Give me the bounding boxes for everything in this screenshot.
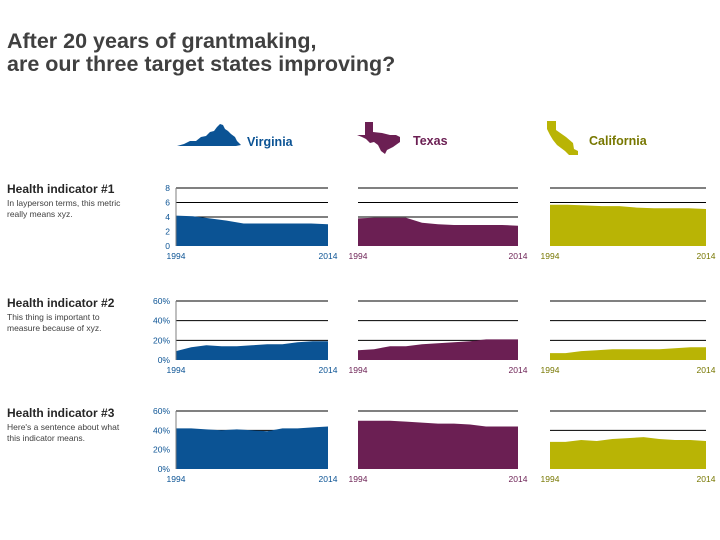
indicator-2-description: This thing is important to measure becau… (7, 312, 102, 333)
x-tick-label-end-california-row2: 2014 (697, 365, 716, 375)
area-series-virginia-row3 (176, 426, 328, 469)
x-tick-label-end-virginia-row2: 2014 (319, 365, 338, 375)
state-label-california: California (589, 134, 647, 148)
indicator-3-title: Health indicator #3 (7, 406, 115, 420)
y-tick-label-virginia-row3: 60% (153, 406, 170, 416)
y-tick-label-virginia-row3: 20% (153, 445, 170, 455)
area-series-california-row1 (550, 204, 706, 246)
x-tick-label-end-texas-row1: 2014 (509, 251, 528, 261)
indicator-1-description: In layperson terms, this metric really m… (7, 198, 121, 219)
y-tick-label-virginia-row1: 6 (165, 198, 170, 208)
area-series-texas-row2 (358, 339, 518, 360)
x-tick-label-start-california-row1: 1994 (541, 251, 560, 261)
x-tick-label-end-texas-row3: 2014 (509, 474, 528, 484)
area-series-california-row3 (550, 437, 706, 469)
indicator-3-description: Here's a sentence about what this indica… (7, 422, 120, 443)
x-tick-label-start-texas-row3: 1994 (349, 474, 368, 484)
x-tick-label-end-california-row3: 2014 (697, 474, 716, 484)
x-tick-label-end-virginia-row1: 2014 (319, 251, 338, 261)
texas-map-icon (357, 122, 400, 154)
x-tick-label-start-texas-row1: 1994 (349, 251, 368, 261)
y-tick-label-virginia-row1: 2 (165, 227, 170, 237)
page-title: After 20 years of grantmaking, are our t… (7, 30, 395, 76)
area-series-virginia-row2 (176, 341, 328, 360)
y-tick-label-virginia-row2: 60% (153, 296, 170, 306)
area-series-texas-row3 (358, 420, 518, 469)
y-tick-label-virginia-row1: 8 (165, 183, 170, 193)
x-tick-label-start-virginia-row3: 1994 (167, 474, 186, 484)
x-tick-label-start-texas-row2: 1994 (349, 365, 368, 375)
x-tick-label-end-california-row1: 2014 (697, 251, 716, 261)
y-tick-label-virginia-row1: 4 (165, 212, 170, 222)
area-series-texas-row1 (358, 217, 518, 246)
x-tick-label-start-california-row3: 1994 (541, 474, 560, 484)
x-tick-label-start-virginia-row1: 1994 (167, 251, 186, 261)
y-tick-label-virginia-row2: 40% (153, 316, 170, 326)
y-tick-label-virginia-row3: 0% (158, 464, 171, 474)
area-series-virginia-row1 (176, 215, 328, 246)
virginia-map-icon (177, 124, 241, 146)
x-tick-label-end-virginia-row3: 2014 (319, 474, 338, 484)
x-tick-label-end-texas-row2: 2014 (509, 365, 528, 375)
x-tick-label-start-california-row2: 1994 (541, 365, 560, 375)
y-tick-label-virginia-row2: 20% (153, 335, 170, 345)
title-line-2: are our three target states improving? (7, 52, 396, 76)
title-line-1: After 20 years of grantmaking, (7, 29, 317, 53)
indicator-2-title: Health indicator #2 (7, 296, 115, 310)
x-tick-label-start-virginia-row2: 1994 (167, 365, 186, 375)
california-map-icon (547, 121, 578, 155)
y-tick-label-virginia-row2: 0% (158, 355, 171, 365)
state-label-texas: Texas (413, 134, 448, 148)
state-label-virginia: Virginia (247, 135, 293, 149)
y-tick-label-virginia-row1: 0 (165, 241, 170, 251)
y-tick-label-virginia-row3: 40% (153, 425, 170, 435)
indicator-1-title: Health indicator #1 (7, 182, 115, 196)
area-series-california-row2 (550, 347, 706, 360)
